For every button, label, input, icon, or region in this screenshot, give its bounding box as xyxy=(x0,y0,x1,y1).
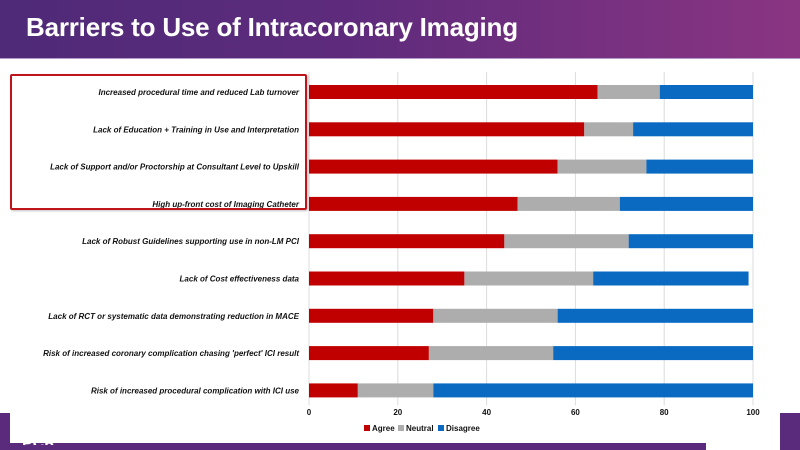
bar-agree xyxy=(309,271,465,286)
footer-right-accent xyxy=(780,413,800,450)
category-label: High up-front cost of Imaging Catheter xyxy=(152,200,300,209)
bar-disagree xyxy=(633,122,753,137)
footer-band xyxy=(0,443,800,450)
bar-agree xyxy=(309,159,558,174)
category-label: Lack of Cost effectiveness data xyxy=(180,275,300,284)
category-label: Lack of Robust Guidelines supporting use… xyxy=(82,237,300,246)
legend-label-disagree: Disagree xyxy=(446,424,480,433)
x-tick-label: 60 xyxy=(571,408,580,417)
bar-agree xyxy=(309,383,358,398)
x-tick-label: 100 xyxy=(746,408,760,417)
chart-area: Increased procedural time and reduced La… xyxy=(0,58,800,443)
footer-tab xyxy=(706,440,780,450)
bar-agree xyxy=(309,346,429,361)
bar-neutral xyxy=(433,308,558,323)
legend: Agree Neutral Disagree xyxy=(364,424,480,433)
bar-neutral xyxy=(517,196,620,211)
category-label: Risk of increased coronary complication … xyxy=(43,349,299,358)
bar-agree xyxy=(309,308,434,323)
legend-label-agree: Agree xyxy=(372,424,395,433)
slide-header: Barriers to Use of Intracoronary Imaging xyxy=(0,0,800,59)
slide-title: Barriers to Use of Intracoronary Imaging xyxy=(26,12,518,42)
bar-disagree xyxy=(433,383,753,398)
category-labels: Increased procedural time and reduced La… xyxy=(43,88,300,395)
bar-agree xyxy=(309,85,598,99)
bar-disagree xyxy=(619,196,753,211)
category-label: Risk of increased procedural complicatio… xyxy=(91,386,300,395)
category-label: Lack of Education + Training in Use and … xyxy=(93,125,299,134)
x-axis-ticks: 0 20 40 60 80 100 xyxy=(307,408,760,417)
bar-neutral xyxy=(464,271,594,286)
bar-neutral xyxy=(557,159,647,174)
legend-swatch-neutral xyxy=(398,425,404,431)
footer-left-accent xyxy=(0,413,10,450)
bar-disagree xyxy=(646,159,753,174)
category-label: Lack of Support and/or Proctorship at Co… xyxy=(50,163,300,172)
legend-swatch-agree xyxy=(364,425,370,431)
x-tick-label: 40 xyxy=(482,408,491,417)
x-tick-label: 20 xyxy=(393,408,402,417)
bar-neutral xyxy=(428,346,554,361)
bar-neutral xyxy=(504,234,629,249)
bar-neutral xyxy=(584,122,634,137)
x-tick-label: 0 xyxy=(307,408,312,417)
stacked-bar-chart: Increased procedural time and reduced La… xyxy=(43,72,760,433)
highlight-box xyxy=(10,74,307,210)
bar-neutral xyxy=(357,383,434,398)
category-label: Lack of RCT or systematic data demonstra… xyxy=(48,312,299,321)
footer-logo: PCR xyxy=(22,437,56,445)
legend-swatch-disagree xyxy=(438,425,444,431)
bar-agree xyxy=(309,122,585,137)
legend-label-neutral: Neutral xyxy=(406,424,434,433)
bar-agree xyxy=(309,196,518,211)
bar-disagree xyxy=(628,234,753,249)
bars xyxy=(309,85,753,398)
bar-neutral xyxy=(597,85,660,99)
bar-disagree xyxy=(557,308,753,323)
category-label: Increased procedural time and reduced La… xyxy=(99,88,300,97)
bar-disagree xyxy=(553,346,753,361)
bar-agree xyxy=(309,234,505,249)
x-tick-label: 80 xyxy=(660,408,669,417)
bar-disagree xyxy=(659,85,753,99)
bar-disagree xyxy=(593,271,749,286)
